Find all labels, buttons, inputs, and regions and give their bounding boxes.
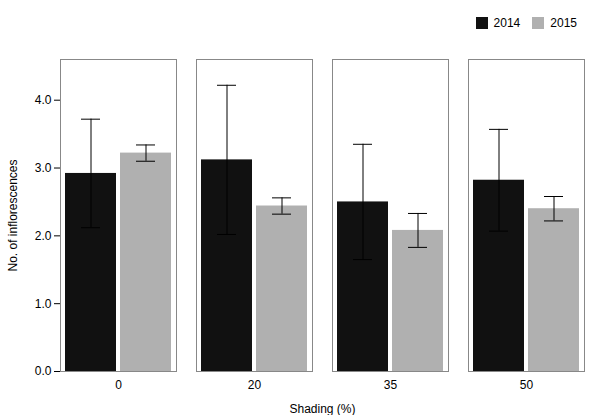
- svg-text:4.0: 4.0: [35, 93, 52, 107]
- svg-text:3.0: 3.0: [35, 161, 52, 175]
- svg-text:1.0: 1.0: [35, 297, 52, 311]
- svg-text:35: 35: [384, 378, 398, 392]
- svg-text:20: 20: [248, 378, 262, 392]
- html-text:2015: 2015: [550, 15, 577, 30]
- html-text:2014: 2014: [493, 15, 521, 30]
- svg-text:0: 0: [115, 378, 122, 392]
- svg-text:Shading (%): Shading (%): [289, 402, 355, 416]
- svg-text:0.0: 0.0: [35, 364, 52, 378]
- svg-text:2.0: 2.0: [35, 229, 52, 243]
- svg-text:50: 50: [520, 378, 534, 392]
- svg-text:No. of inflorescences: No. of inflorescences: [6, 159, 20, 271]
